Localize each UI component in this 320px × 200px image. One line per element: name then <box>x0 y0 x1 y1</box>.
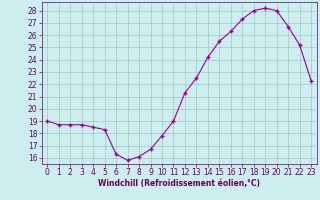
X-axis label: Windchill (Refroidissement éolien,°C): Windchill (Refroidissement éolien,°C) <box>98 179 260 188</box>
